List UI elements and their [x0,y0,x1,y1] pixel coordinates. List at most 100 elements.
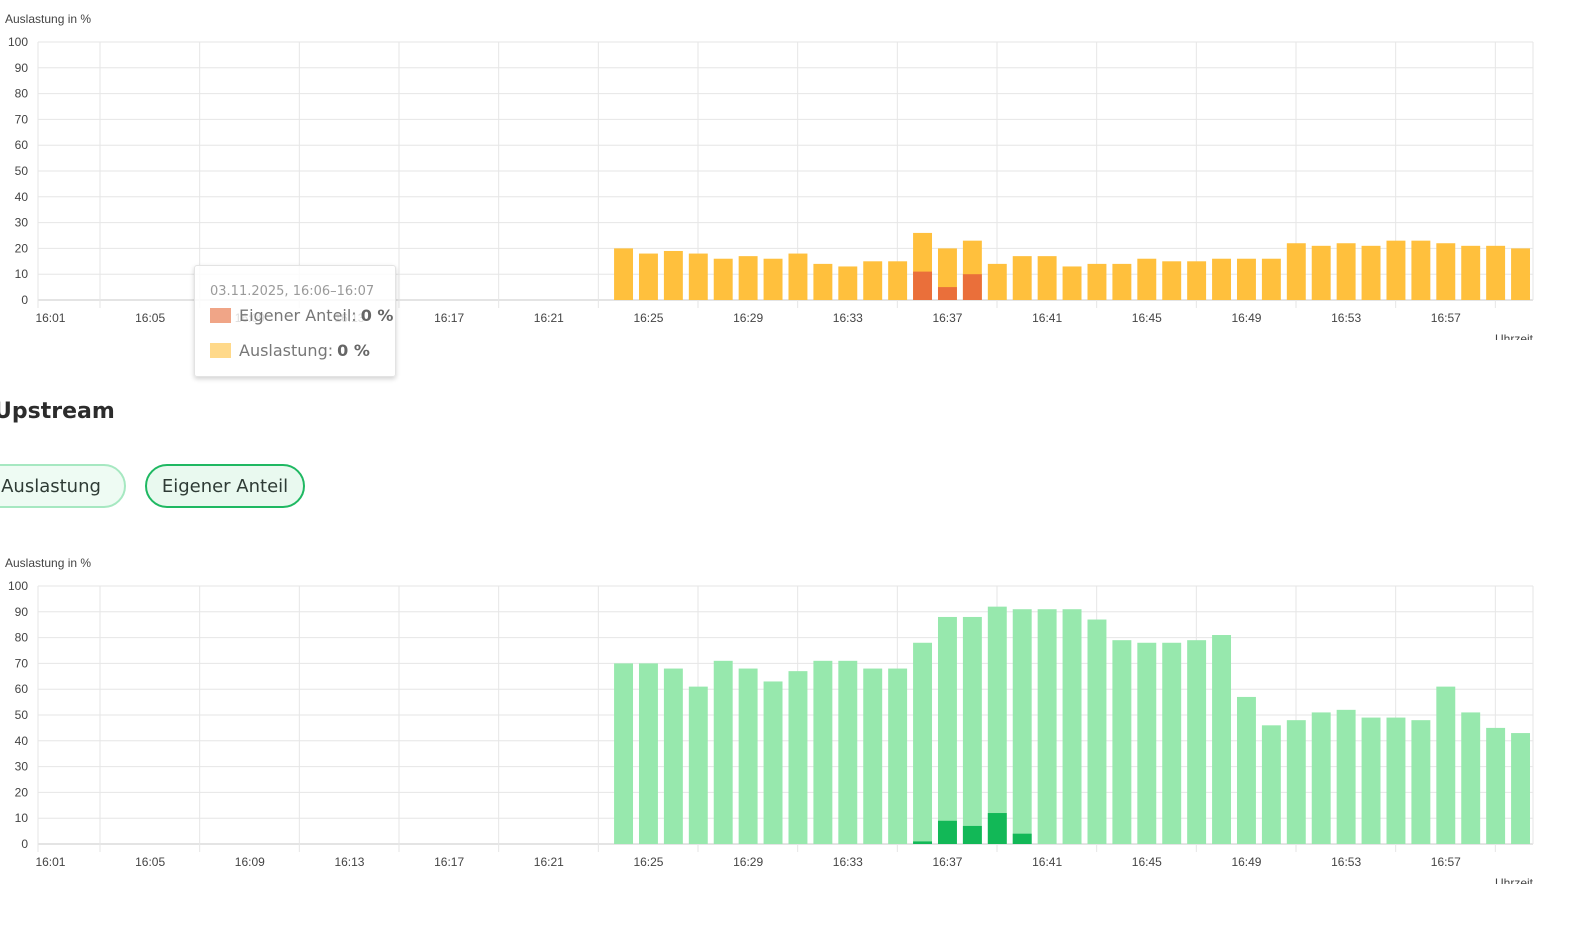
bar-eigener-anteil [913,841,933,844]
chart-downstream: 010203040506070809010016:0116:0516:0916:… [0,0,1584,340]
bar-auslastung [1461,245,1481,300]
x-tick-label: 16:57 [1431,311,1461,325]
y-tick-label: 100 [8,579,28,593]
x-tick-label: 16:37 [932,311,962,325]
bar-auslastung [1087,619,1107,844]
bar-auslastung [713,660,733,844]
y-tick-label: 50 [15,164,29,178]
bar-auslastung [638,663,658,844]
bar-auslastung [1411,240,1431,300]
bar-eigener-anteil [987,813,1007,844]
bar-auslastung [1137,258,1157,300]
x-tick-label: 16:21 [534,311,564,325]
tooltip-label-auslastung: Auslastung: [239,341,334,360]
toggle-auslastung-button[interactable]: Auslastung [0,464,126,508]
tooltip-row-auslastung: Auslastung: 0 % [210,341,370,360]
x-tick-label: 16:33 [833,311,863,325]
tooltip-swatch-eigener [210,308,231,323]
y-tick-label: 20 [15,785,29,799]
x-tick-label: 16:29 [733,855,763,869]
bar-auslastung [1212,635,1232,844]
x-tick-label: 16:37 [932,855,962,869]
bar-auslastung [1236,696,1256,844]
y-tick-label: 40 [15,734,29,748]
tooltip-row-eigener: Eigener Anteil: 0 % [210,306,393,325]
bar-auslastung [1386,240,1406,300]
bar-auslastung [1037,256,1057,300]
x-tick-label: 16:45 [1132,311,1162,325]
bar-auslastung [1236,258,1256,300]
bar-auslastung [1286,243,1306,300]
y-tick-label: 80 [15,631,29,645]
x-axis-title: Uhrzeit [1495,876,1534,884]
x-tick-label: 16:17 [434,311,464,325]
y-tick-label: 100 [8,35,28,49]
bar-auslastung [763,681,783,844]
bar-auslastung [614,663,634,844]
bar-auslastung [614,248,634,300]
bar-auslastung [1187,261,1207,300]
x-tick-label: 16:53 [1331,855,1361,869]
y-tick-label: 0 [21,837,28,851]
bar-auslastung [987,606,1007,844]
x-tick-label: 16:41 [1032,311,1062,325]
y-tick-label: 50 [15,708,29,722]
x-tick-label: 16:21 [534,855,564,869]
y-tick-label: 80 [15,87,29,101]
bar-auslastung [1162,642,1182,844]
y-tick-label: 90 [15,605,29,619]
bar-auslastung [1511,248,1531,300]
bar-auslastung [1012,256,1032,300]
bar-auslastung [763,258,783,300]
bar-auslastung [663,250,683,300]
bar-auslastung [1486,727,1506,844]
bar-auslastung [937,616,957,844]
y-tick-label: 60 [15,138,29,152]
chart-upstream: 0 10 20 30 40 50 60 70 80 90 100 16:01 16:05 16:09 16:… [0,544,1584,884]
bar-auslastung [1037,609,1057,844]
chart-svg: 010203040506070809010016:0116:0516:0916:… [5,12,1534,340]
bar-auslastung [962,616,982,844]
y-tick-label: 30 [15,760,29,774]
y-tick-label: 60 [15,682,29,696]
tooltip-value-auslastung: 0 % [337,341,370,360]
bar-auslastung [663,668,683,844]
bar-eigener-anteil [937,820,957,844]
bar-auslastung [1311,712,1331,844]
bar-auslastung [1436,686,1456,844]
bar-auslastung [913,642,933,844]
bar-auslastung [1461,712,1481,844]
bar-auslastung [1062,266,1082,300]
y-tick-label: 70 [15,656,29,670]
x-tick-label: 16:25 [633,855,663,869]
bar-auslastung [788,671,808,844]
bar-auslastung [1187,640,1207,844]
bar-auslastung [738,668,758,844]
x-tick-label: 16:05 [135,311,165,325]
y-tick-label: 30 [15,216,29,230]
x-tick-label: 16:01 [35,855,65,869]
x-tick-label: 16:45 [1132,855,1162,869]
bar-auslastung [1511,733,1531,844]
bar-auslastung [1486,245,1506,300]
y-axis-title: Auslastung in % [5,12,91,26]
bar-auslastung [863,668,883,844]
bar-auslastung [638,253,658,300]
toggle-eigener-anteil-button[interactable]: Eigener Anteil [145,464,305,508]
bar-auslastung [1012,609,1032,844]
bar-auslastung [1112,640,1132,844]
bar-eigener-anteil [913,271,933,300]
tooltip-value-eigener: 0 % [360,306,394,325]
bar-auslastung [1261,725,1281,844]
bar-auslastung [1336,243,1356,300]
x-tick-label: 16:17 [434,855,464,869]
y-axis-title: Auslastung in % [5,556,91,570]
bar-auslastung [1361,245,1381,300]
x-axis-title: Uhrzeit [1495,332,1534,340]
y-tick-label: 20 [15,241,29,255]
tooltip-label-eigener: Eigener Anteil: [239,306,357,325]
bar-auslastung [788,253,808,300]
x-tick-label: 16:53 [1331,311,1361,325]
bar-auslastung [1162,261,1182,300]
